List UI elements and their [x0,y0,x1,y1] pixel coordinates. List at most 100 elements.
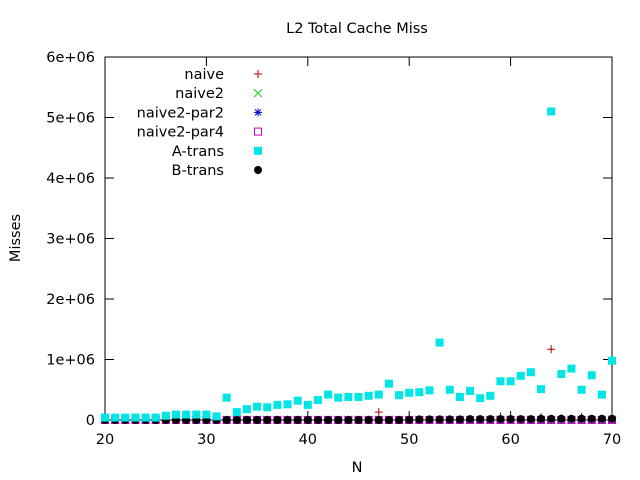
filled-square-marker [516,371,525,380]
filled-circle-marker [415,415,424,424]
filled-circle-marker [567,414,576,423]
filled-circle-marker [254,166,262,174]
data-point [496,415,505,424]
filled-square-marker [293,396,302,405]
data-point [577,414,586,423]
legend-marker [254,127,262,136]
data-point [303,416,312,424]
data-point [283,400,292,409]
filled-circle-marker [577,414,586,423]
star-marker [254,108,262,117]
filled-square-marker [253,402,262,411]
data-point [263,403,272,412]
y-tick-label: 1e+06 [46,353,95,369]
filled-square-marker [415,388,424,397]
filled-square-marker [212,412,221,421]
filled-circle-marker [364,416,373,424]
filled-square-marker [567,364,576,373]
filled-circle-marker [222,416,231,424]
data-point [506,415,515,424]
data-point [242,416,251,424]
data-point [455,415,464,424]
data-point [587,414,596,423]
data-point [324,416,333,424]
data-point [253,402,262,411]
data-point [283,416,292,424]
data-point [587,371,596,380]
filled-square-marker [608,356,616,365]
data-point [395,416,404,424]
data-point [354,393,363,402]
filled-circle-marker [526,415,535,424]
data-point [486,415,495,424]
filled-square-marker [161,411,170,420]
filled-circle-marker [496,415,505,424]
filled-circle-marker [608,414,616,423]
legend-marker [254,166,262,174]
x-tick-label: 50 [400,432,418,448]
filled-circle-marker [466,415,475,424]
x-tick-label: 70 [603,432,621,448]
data-point [354,416,363,424]
filled-circle-marker [486,415,495,424]
data-point [222,393,231,402]
data-point [111,413,120,422]
legend-label: naive2-par4 [137,125,224,141]
filled-circle-marker [506,415,515,424]
data-point [547,414,556,423]
filled-square-marker [131,413,140,422]
data-point [557,370,566,379]
x-tick-label: 30 [197,432,215,448]
data-point [192,410,201,419]
chart-title: L2 Total Cache Miss [286,21,428,37]
filled-square-marker [334,393,343,402]
data-point [141,413,150,422]
legend: naive naive2 naive2-par2 naive2-par4 A-trans… [137,67,263,179]
filled-square-marker [476,394,485,403]
filled-circle-marker [557,414,566,423]
data-point [344,393,353,402]
filled-square-marker [557,370,566,379]
filled-square-marker [344,393,353,402]
y-tick-label: 4e+06 [46,171,95,187]
filled-circle-marker [344,416,353,424]
filled-square-marker [537,385,546,394]
data-point [232,408,241,417]
data-points [100,107,617,425]
data-point [334,393,343,402]
data-point [273,400,282,409]
data-point [313,396,322,405]
y-tick-label: 0 [86,413,95,429]
data-point [425,386,434,395]
data-point [212,412,221,421]
series-B-trans [101,414,616,424]
filled-square-marker [254,146,262,155]
data-point [476,394,485,403]
x-tick-label: 60 [501,432,519,448]
filled-square-marker [192,410,201,419]
data-point [242,405,251,414]
filled-circle-marker [242,416,251,424]
data-point [273,416,282,424]
filled-circle-marker [354,416,363,424]
data-point [567,364,576,373]
filled-square-marker [425,386,434,395]
data-point [364,416,373,424]
data-point [597,414,606,423]
data-point [161,411,170,420]
data-point [506,377,515,386]
data-point [374,408,383,417]
y-tick-label: 2e+06 [46,292,95,308]
filled-square-marker [486,391,495,400]
filled-circle-marker [476,415,485,424]
legend-label: naive2 [175,86,224,102]
filled-circle-marker [253,416,262,424]
filled-square-marker [374,390,383,399]
filled-square-marker [303,400,312,409]
data-point [131,413,140,422]
filled-square-marker [547,107,556,116]
y-axis-label: Misses [8,214,24,262]
filled-circle-marker [263,416,272,424]
axes: 20 30 40 50 60 70 0 1e+06 2e+06 3e+06 4e+06 5e+06 6e… [46,50,621,448]
